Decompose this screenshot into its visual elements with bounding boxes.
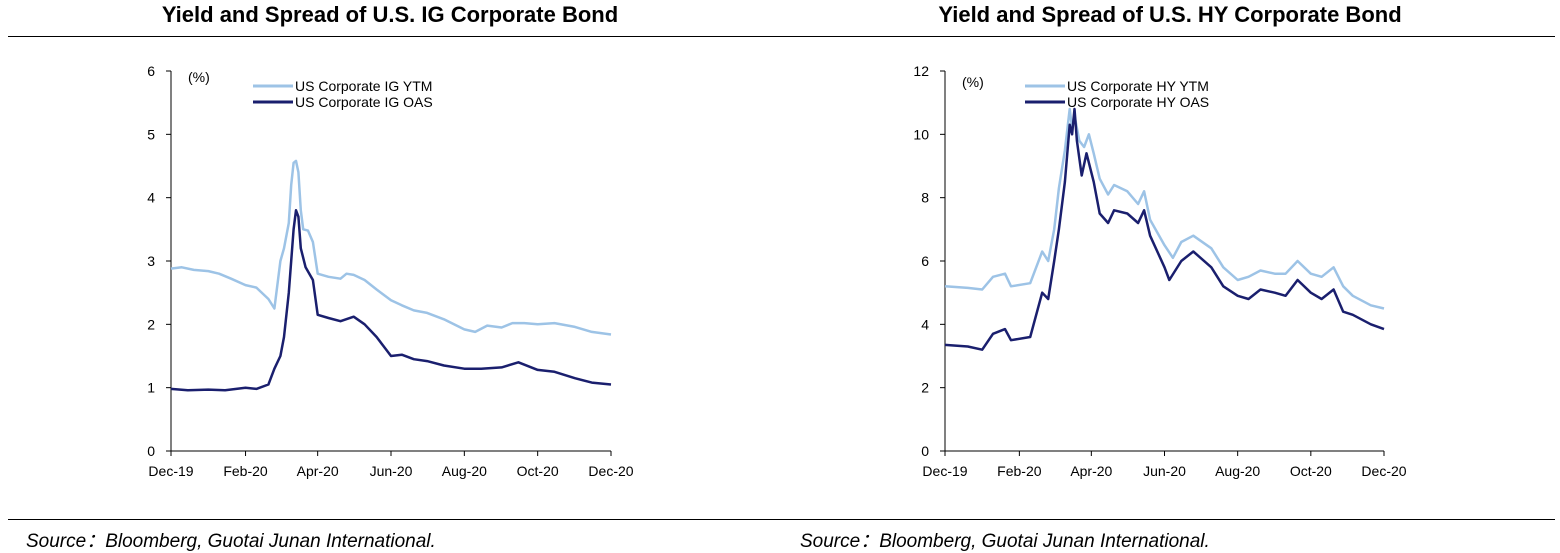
- source-note: Source：Bloomberg, Guotai Junan Internati…: [800, 531, 1210, 552]
- series-line-oas: [170, 209, 612, 392]
- x-tick-label: Feb-20: [223, 463, 268, 479]
- y-tick-label: 0: [147, 443, 155, 459]
- y-tick-label: 6: [921, 253, 929, 269]
- chart-title: Yield and Spread of U.S. IG Corporate Bo…: [161, 2, 619, 27]
- x-tick-label: Oct-20: [517, 463, 559, 479]
- source-note: Source：Bloomberg, Guotai Junan Internati…: [26, 531, 436, 552]
- x-tick-label: Dec-19: [148, 463, 193, 479]
- y-tick-label: 4: [147, 190, 155, 206]
- ig-chart-panel: Yield and Spread of U.S. IG Corporate Bo…: [8, 2, 780, 552]
- x-tick-label: Aug-20: [1215, 463, 1260, 479]
- legend-label: US Corporate IG OAS: [295, 94, 433, 110]
- x-tick-label: Dec-20: [1361, 463, 1406, 479]
- unit-label: (%): [962, 74, 984, 90]
- y-tick-label: 6: [147, 63, 155, 79]
- y-tick-label: 2: [921, 380, 929, 396]
- y-tick-label: 0: [921, 443, 929, 459]
- title-divider: [780, 36, 1555, 37]
- x-tick-label: Jun-20: [370, 463, 413, 479]
- legend-label: US Corporate IG YTM: [295, 78, 432, 94]
- hy-chart-panel: Yield and Spread of U.S. HY Corporate Bo…: [780, 0, 1560, 553]
- x-tick-label: Jun-20: [1143, 463, 1186, 479]
- y-tick-label: 3: [147, 253, 155, 269]
- title-divider: [8, 36, 780, 37]
- x-tick-label: Apr-20: [297, 463, 339, 479]
- y-tick-label: 5: [147, 126, 155, 142]
- source-divider: [8, 519, 780, 520]
- y-tick-label: 10: [913, 126, 929, 142]
- source-divider: [780, 519, 1555, 520]
- y-tick-label: 8: [921, 190, 929, 206]
- x-tick-label: Dec-20: [588, 463, 633, 479]
- series-line-oas: [944, 107, 1385, 351]
- x-tick-label: Feb-20: [997, 463, 1042, 479]
- x-tick-label: Apr-20: [1070, 463, 1112, 479]
- x-tick-label: Oct-20: [1290, 463, 1332, 479]
- ig-line-chart: 0 1 2 3 4 5 6 Dec-19 Feb-20 Apr-20 Jun-20 Aug-20 Oct…: [147, 63, 634, 479]
- series-line-ytm: [944, 107, 1385, 310]
- chart-title: Yield and Spread of U.S. HY Corporate Bo…: [938, 2, 1402, 27]
- series-line-ytm: [170, 159, 612, 336]
- x-tick-label: Dec-19: [922, 463, 967, 479]
- legend-label: US Corporate HY YTM: [1067, 78, 1209, 94]
- hy-line-chart: 0 2 4 6 8 10 12 Dec-19 Feb-20 Apr-20 Jun-20 Aug-20 O…: [913, 63, 1406, 479]
- y-tick-label: 2: [147, 316, 155, 332]
- legend-label: US Corporate HY OAS: [1067, 94, 1209, 110]
- unit-label: (%): [188, 69, 210, 85]
- y-tick-label: 4: [921, 316, 929, 332]
- y-tick-label: 1: [147, 380, 155, 396]
- y-tick-label: 12: [913, 63, 929, 79]
- x-tick-label: Aug-20: [442, 463, 487, 479]
